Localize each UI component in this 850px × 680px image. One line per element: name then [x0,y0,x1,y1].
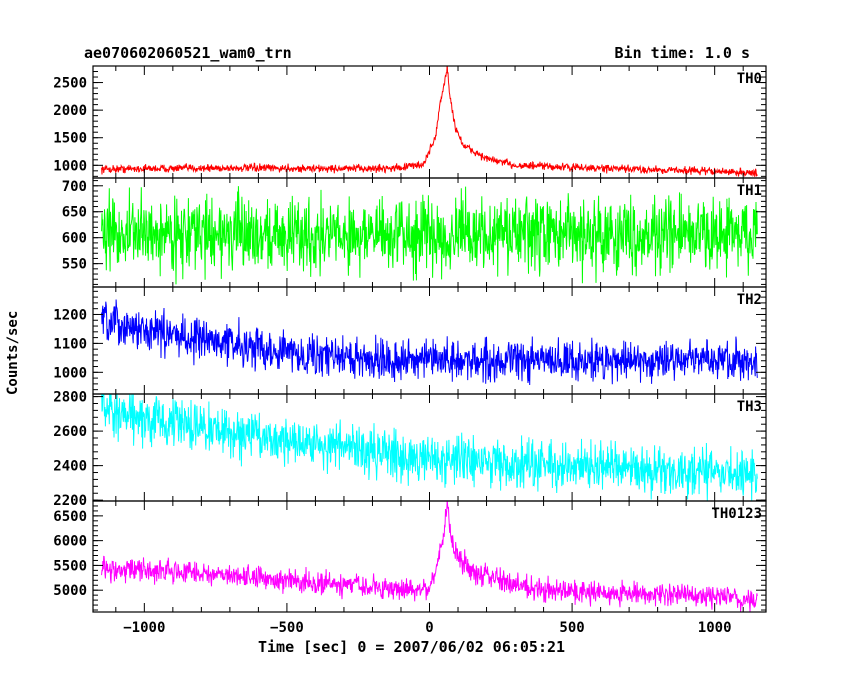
y-tick-label: 1000 [53,365,87,381]
y-tick-label: 700 [62,179,87,195]
series-th0-line [101,66,758,177]
series-th3-line [101,394,758,501]
x-axis-label: Time [sec] 0 = 2007/06/02 06:05:21 [258,638,566,656]
x-tick-label: −1000 [123,620,165,636]
x-tick-label: −500 [270,620,304,636]
x-tick-label: 1000 [698,620,732,636]
panel-label-th0: TH0 [737,71,762,87]
x-tick-label: 0 [425,620,433,636]
panel-label-th0123: TH0123 [711,506,762,522]
y-tick-label: 6500 [53,509,87,525]
y-tick-label: 2400 [53,459,87,475]
y-tick-label: 2500 [53,76,87,92]
y-tick-label: 1500 [53,131,87,147]
y-tick-label: 650 [62,205,87,221]
bin-time-label: Bin time: 1.0 s [614,44,750,62]
panel-label-th2: TH2 [737,292,762,308]
panel-th0-frame [92,65,767,179]
series-th1-line [101,186,758,285]
y-tick-label: 2200 [53,493,87,509]
panel-label-th3: TH3 [737,399,762,415]
chart-title: ae070602060521_wam0_trn [84,44,292,62]
panel-label-th1: TH1 [737,183,762,199]
y-tick-label: 550 [62,257,87,273]
x-tick-label: 500 [559,620,584,636]
y-tick-label: 6000 [53,534,87,550]
y-tick-label: 1200 [53,307,87,323]
y-tick-label: 5500 [53,558,87,574]
series-th0123-line [101,501,758,612]
y-tick-label: 600 [62,231,87,247]
y-tick-label: 2800 [53,390,87,406]
series-th2-line [101,299,758,386]
y-tick-label: 1100 [53,336,87,352]
y-tick-label: 2600 [53,424,87,440]
y-tick-label: 2000 [53,103,87,119]
y-tick-label: 5000 [53,583,87,599]
y-tick-label: 1000 [53,158,87,174]
